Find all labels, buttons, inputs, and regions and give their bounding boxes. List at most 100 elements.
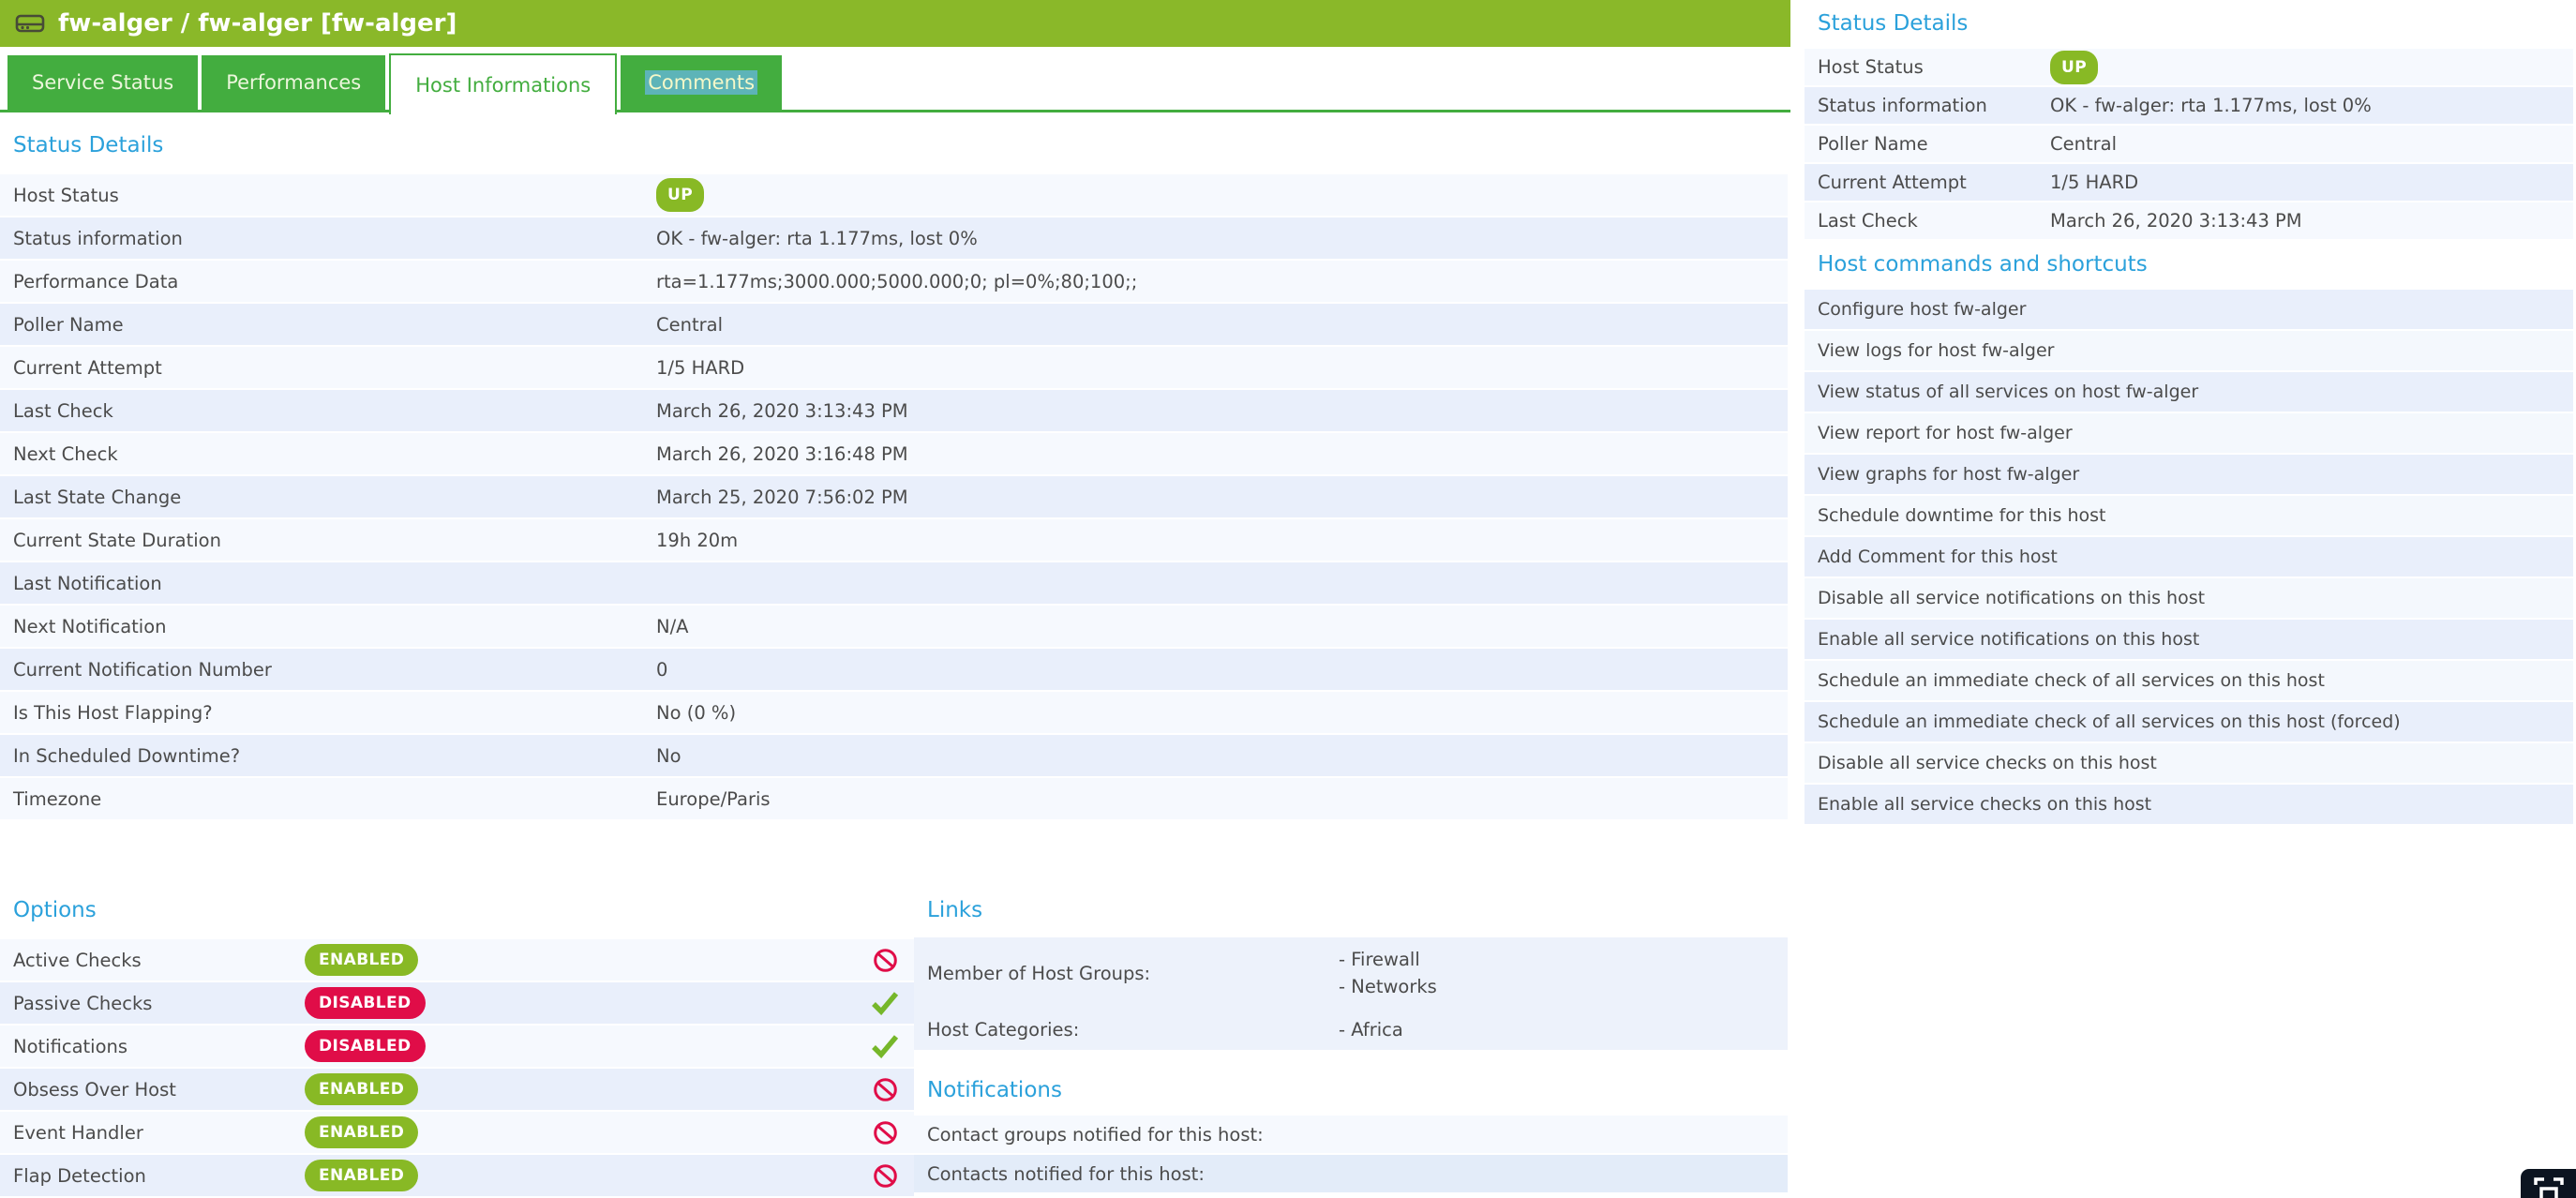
row-value: No (0 %) bbox=[656, 701, 737, 724]
table-row: Status information OK - fw-alger: rta 1.1… bbox=[1805, 87, 2573, 126]
option-row: Obsess Over Host ENABLED bbox=[0, 1069, 914, 1112]
row-label: Next Check bbox=[13, 442, 118, 465]
prohibited-icon[interactable] bbox=[856, 1120, 914, 1146]
row-value: 19h 20m bbox=[656, 529, 739, 551]
right-panel: Status Details Host Status UP Status infor… bbox=[1805, 0, 2573, 826]
host-command-link[interactable]: Configure host fw-alger bbox=[1805, 290, 2573, 331]
status-details-section: Status Details Host Status UP Status infor… bbox=[0, 133, 1788, 821]
option-state: DISABLED bbox=[305, 1030, 856, 1062]
row-value: rta=1.177ms;3000.000;5000.000;0; pl=0%;8… bbox=[656, 270, 1138, 292]
row-value: No bbox=[656, 744, 681, 767]
row-label: Poller Name bbox=[1818, 133, 1928, 155]
check-icon[interactable] bbox=[856, 991, 914, 1015]
fullscreen-button[interactable] bbox=[2521, 1169, 2576, 1198]
tab-comments[interactable]: Comments bbox=[621, 55, 783, 110]
link-value[interactable]: - Firewall bbox=[1339, 949, 1420, 970]
option-label: Obsess Over Host bbox=[13, 1078, 176, 1101]
row-value: OK - fw-alger: rta 1.177ms, lost 0% bbox=[2050, 95, 2372, 116]
option-state: ENABLED bbox=[305, 1116, 856, 1148]
section-title: Notifications bbox=[927, 1078, 1062, 1102]
option-row: Flap Detection ENABLED bbox=[0, 1155, 914, 1198]
tab-performances[interactable]: Performances bbox=[202, 55, 386, 110]
page-title: fw-alger / fw-alger [fw-alger] bbox=[58, 9, 457, 37]
table-row: Last Check March 26, 2020 3:13:43 PM bbox=[0, 390, 1788, 433]
host-command-link[interactable]: Disable all service notifications on thi… bbox=[1805, 578, 2573, 620]
row-value: UP bbox=[2050, 50, 2573, 84]
option-row: Event Handler ENABLED bbox=[0, 1112, 914, 1155]
table-row: Last State Change March 25, 2020 7:56:02 … bbox=[0, 476, 1788, 519]
option-row: Active Checks ENABLED bbox=[0, 939, 914, 982]
option-row: Passive Checks DISABLED bbox=[0, 982, 914, 1026]
links-table: Member of Host Groups: - Firewall - Networ… bbox=[914, 937, 1788, 1050]
tab-bar: Service Status Performances Host Informa… bbox=[0, 53, 1790, 114]
host-command-link[interactable]: Schedule downtime for this host bbox=[1805, 496, 2573, 537]
table-row: Host Status UP bbox=[0, 174, 1788, 217]
option-label: Passive Checks bbox=[13, 992, 153, 1014]
section-title: Status Details bbox=[13, 133, 164, 157]
fullscreen-icon bbox=[2530, 1172, 2568, 1198]
row-label: Next Notification bbox=[13, 615, 167, 637]
row-value: 1/5 HARD bbox=[2050, 172, 2139, 193]
host-command-link[interactable]: View logs for host fw-alger bbox=[1805, 331, 2573, 372]
host-header-bar: fw-alger / fw-alger [fw-alger] bbox=[0, 0, 1790, 47]
notification-row: Contacts notified for this host: bbox=[914, 1155, 1788, 1194]
status-badge-disabled: DISABLED bbox=[305, 1030, 426, 1062]
tab-comments-label: Comments bbox=[645, 70, 758, 95]
row-value: March 26, 2020 3:16:48 PM bbox=[656, 442, 908, 465]
row-value: Central bbox=[656, 313, 724, 336]
notifications-section: Notifications Contact groups notified fo… bbox=[914, 1078, 1788, 1194]
row-label: Timezone bbox=[13, 787, 102, 810]
host-command-link[interactable]: View status of all services on host fw-a… bbox=[1805, 372, 2573, 413]
status-details-table: Host Status UP Status information OK - fw-a… bbox=[0, 174, 1788, 821]
status-details-table-compact: Host Status UP Status information OK - fw-a… bbox=[1805, 49, 2573, 241]
host-command-link[interactable]: Disable all service checks on this host bbox=[1805, 743, 2573, 785]
tab-host-informations-label: Host Informations bbox=[415, 73, 592, 97]
option-label: Event Handler bbox=[13, 1121, 143, 1144]
table-row: Is This Host Flapping? No (0 %) bbox=[0, 692, 1788, 735]
notification-row: Contact groups notified for this host: bbox=[914, 1116, 1788, 1155]
host-command-link[interactable]: Schedule an immediate check of all servi… bbox=[1805, 661, 2573, 702]
table-row: Current Notification Number 0 bbox=[0, 649, 1788, 692]
row-value: OK - fw-alger: rta 1.177ms, lost 0% bbox=[656, 227, 978, 249]
host-command-link[interactable]: Add Comment for this host bbox=[1805, 537, 2573, 578]
option-state: ENABLED bbox=[305, 1073, 856, 1105]
table-row: Poller Name Central bbox=[0, 304, 1788, 347]
prohibited-icon[interactable] bbox=[856, 1077, 914, 1102]
link-value[interactable]: - Networks bbox=[1339, 976, 1437, 997]
prohibited-icon[interactable] bbox=[856, 948, 914, 973]
tab-service-status[interactable]: Service Status bbox=[7, 55, 199, 110]
row-label: Status information bbox=[13, 227, 183, 249]
link-values: - Firewall - Networks bbox=[1339, 937, 1437, 1009]
row-value: 1/5 HARD bbox=[656, 356, 745, 379]
row-label: Current Attempt bbox=[1818, 172, 1967, 193]
table-row: Last Notification bbox=[0, 562, 1788, 606]
status-badge-enabled: ENABLED bbox=[305, 1116, 419, 1148]
status-badge-enabled: ENABLED bbox=[305, 1160, 419, 1191]
tab-host-informations[interactable]: Host Informations bbox=[389, 53, 618, 114]
row-label: Last Check bbox=[1818, 210, 1918, 232]
table-row: Timezone Europe/Paris bbox=[0, 778, 1788, 821]
section-title: Links bbox=[927, 898, 983, 922]
host-command-link[interactable]: Enable all service checks on this host bbox=[1805, 785, 2573, 826]
row-label: Poller Name bbox=[13, 313, 124, 336]
row-value: March 26, 2020 3:13:43 PM bbox=[2050, 210, 2302, 232]
status-badge-up: UP bbox=[656, 178, 705, 212]
option-state: DISABLED bbox=[305, 987, 856, 1019]
row-label: Last Notification bbox=[13, 572, 162, 594]
link-value[interactable]: - Africa bbox=[1339, 1018, 1403, 1041]
section-title: Status Details bbox=[1818, 11, 1969, 36]
link-label: Member of Host Groups: bbox=[927, 962, 1151, 984]
section-title: Host commands and shortcuts bbox=[1818, 252, 2148, 277]
row-value: March 25, 2020 7:56:02 PM bbox=[656, 486, 908, 508]
links-section: Links Member of Host Groups: - Firewall - … bbox=[914, 898, 1788, 1050]
host-command-link[interactable]: View report for host fw-alger bbox=[1805, 413, 2573, 455]
host-command-link[interactable]: Enable all service notifications on this… bbox=[1805, 620, 2573, 661]
host-command-link[interactable]: View graphs for host fw-alger bbox=[1805, 455, 2573, 496]
options-table: Active Checks ENABLED Passive Checks DISABL… bbox=[0, 939, 914, 1198]
table-row: Current Attempt 1/5 HARD bbox=[0, 347, 1788, 390]
row-label: Last Check bbox=[13, 399, 113, 422]
check-icon[interactable] bbox=[856, 1034, 914, 1058]
table-row: Performance Data rta=1.177ms;3000.000;500… bbox=[0, 261, 1788, 304]
prohibited-icon[interactable] bbox=[856, 1163, 914, 1189]
host-command-link[interactable]: Schedule an immediate check of all servi… bbox=[1805, 702, 2573, 743]
